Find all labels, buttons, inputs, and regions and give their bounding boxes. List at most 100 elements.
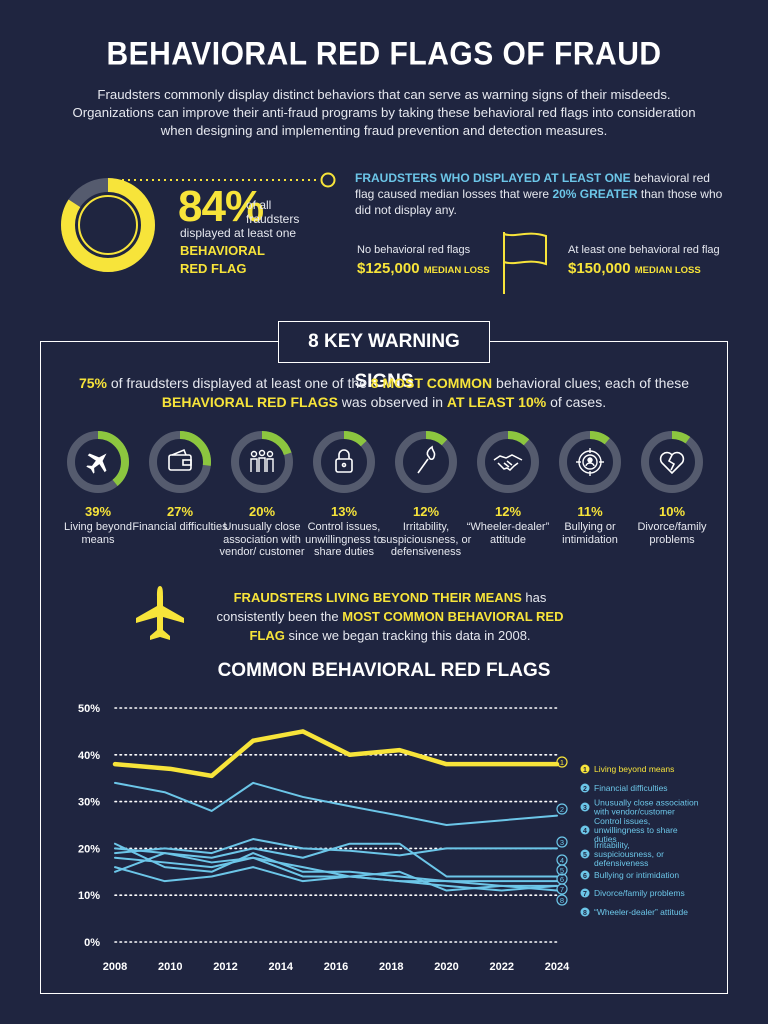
sign-pct: 12% (412, 504, 440, 519)
one-flag-label: At least one behavioral red flag (568, 244, 720, 256)
sign-label: Unusually close association with vendor/… (219, 521, 305, 558)
series-end-number: 7 (560, 885, 564, 894)
series-end-number: 3 (560, 838, 564, 847)
sign-ring (559, 431, 621, 493)
x-tick-label: 2016 (324, 961, 348, 973)
lead-t4: of cases. (546, 394, 607, 410)
sign-pct: 20% (248, 504, 276, 519)
legend-marker (580, 825, 590, 835)
series-end-marker (556, 894, 568, 906)
legend-label: Divorce/family problems (594, 888, 685, 898)
legend-marker (580, 849, 590, 859)
y-tick-label: 0% (84, 937, 100, 949)
y-tick-label: 20% (78, 843, 100, 855)
sign-ring (395, 431, 457, 493)
sign-pct: 10% (658, 504, 686, 519)
legend-label: Financial difficulties (594, 783, 668, 793)
x-tick-label: 2012 (213, 961, 237, 973)
sign-pct: 27% (166, 504, 194, 519)
legend-marker (580, 764, 590, 774)
sign-ring (149, 431, 211, 493)
x-tick-label: 2022 (490, 961, 514, 973)
lead-hl4: AT LEAST 10% (446, 394, 547, 410)
donut-inner-ring (78, 195, 138, 255)
sign-label: Divorce/family problems (637, 521, 707, 546)
sign-bullying: 11% Bullying or intimidation (540, 430, 640, 546)
sign-ring (477, 431, 539, 493)
legend-label: “Wheeler-dealer” attitude (594, 907, 688, 917)
donut-fill (61, 178, 155, 272)
series-line-8 (114, 847, 558, 892)
sign-control-issues: 13% Control issues, unwillingness to sha… (294, 430, 394, 559)
legend-label: Irritability, suspiciousness, or defensive… (594, 840, 664, 868)
sign-ring (313, 431, 375, 493)
stat84-text: of all fraudsters (246, 198, 299, 226)
series-line-2 (114, 781, 558, 826)
no-flags-amount: $125,000 (357, 260, 420, 277)
one-flag-value: $150,000 MEDIAN LOSS (568, 260, 701, 277)
x-tick-label: 2008 (103, 961, 127, 973)
lead-t2: behavioral clues; each of these (492, 375, 690, 391)
x-tick-label: 2010 (158, 961, 182, 973)
sign-label: “Wheeler-dealer” attitude (466, 521, 550, 546)
airplane-icon (136, 586, 184, 640)
broken-heart-icon (659, 451, 685, 475)
x-tick-label: 2018 (379, 961, 403, 973)
legend-marker (580, 888, 590, 898)
series-end-number: 6 (560, 875, 564, 884)
series-end-number: 8 (560, 896, 564, 905)
plane-note: FRAUDSTERS LIVING BEYOND THEIR MEANS has… (200, 588, 580, 645)
series-end-marker (556, 756, 568, 768)
series-end-number: 2 (560, 805, 564, 814)
sign-label: Bullying or intimidation (562, 521, 618, 546)
sign-ring (641, 431, 703, 493)
legend-number: 7 (583, 891, 587, 898)
sign-divorce: 10% Divorce/family problems (622, 430, 722, 546)
legend-number: 4 (583, 828, 587, 835)
legend-label: Bullying or intimidation (594, 870, 679, 880)
line-chart: 50% 40% 30% 20% 10% 0%2008 2010 2012 2014 2016 201… (78, 703, 699, 973)
losses-hl2: 20% GREATER (552, 187, 638, 201)
people-icon (250, 449, 274, 472)
legend-label: Living beyond means (594, 764, 674, 774)
sign-ring (67, 431, 129, 493)
legend-number: 2 (583, 786, 587, 793)
page-title: BEHAVIORAL RED FLAGS OF FRAUD (106, 36, 662, 73)
x-tick-label: 2020 (434, 961, 458, 973)
sign-label: Financial difficulties (132, 521, 228, 533)
key-signs-lead: 75% of fraudsters displayed at least one… (50, 374, 718, 412)
sign-pct: 13% (330, 504, 358, 519)
connector-line (110, 172, 336, 188)
legend-number: 5 (583, 852, 587, 859)
stat84-line4: BEHAVIORAL (180, 243, 265, 258)
one-flag-amount: $150,000 (568, 260, 631, 277)
series-end-number: 5 (560, 866, 564, 875)
legend-number: 6 (583, 873, 587, 880)
lead-t3: was observed in (337, 394, 447, 410)
series-end-marker (556, 883, 568, 895)
plane-hl2: MOST COMMON BEHAVIORAL RED FLAG (249, 609, 564, 643)
y-tick-label: 10% (78, 890, 100, 902)
y-tick-label: 50% (78, 703, 100, 715)
series-end-marker (556, 864, 568, 876)
losses-t1: behavioral red flag caused median losses… (355, 171, 710, 201)
losses-blurb: FRAUDSTERS WHO DISPLAYED AT LEAST ONE be… (355, 170, 725, 218)
plane-hl1: FRAUDSTERS LIVING BEYOND THEIR MEANS (233, 590, 522, 605)
sign-pct: 11% (577, 504, 603, 519)
x-tick-label: 2014 (269, 961, 294, 973)
stat84-donut (61, 178, 155, 272)
legend-number: 8 (583, 910, 587, 917)
no-flags-label: No behavioral red flags (357, 244, 471, 256)
plane-t2: since we began tracking this data in 200… (284, 628, 531, 643)
x-tick-label: 2024 (545, 961, 570, 973)
legend-marker (580, 870, 590, 880)
losses-t2: than those who did not display any. (355, 187, 723, 217)
key-signs-title: 8 KEY WARNING SIGNS (278, 321, 490, 392)
sign-label: Control issues, unwillingness to share d… (305, 521, 383, 558)
sign-close-association: 20% Unusually close association with ven… (212, 430, 312, 559)
sign-ring (231, 431, 293, 493)
wallet-icon (168, 448, 192, 471)
series-line-3 (114, 838, 558, 857)
sign-financial-difficulties: 27% Financial difficulties (130, 430, 230, 534)
sign-wheeler-dealer: 12% “Wheeler-dealer” attitude (458, 430, 558, 546)
